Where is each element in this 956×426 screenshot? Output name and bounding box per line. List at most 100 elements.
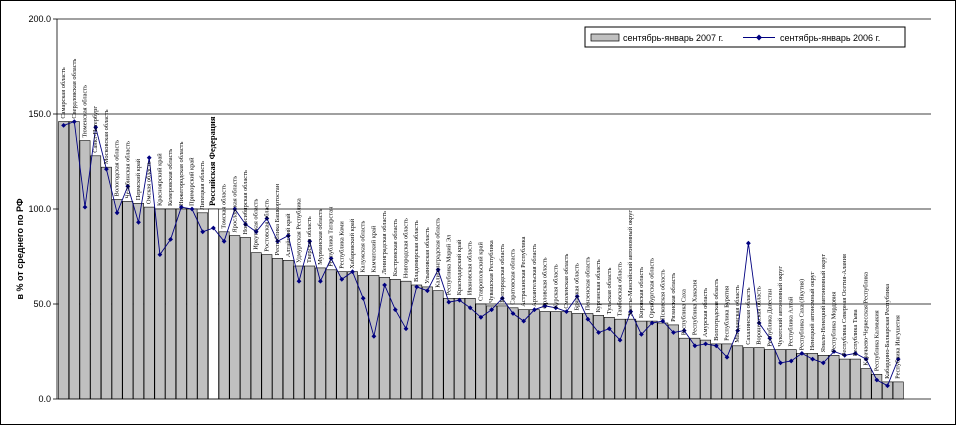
point-2006-1 (61, 123, 66, 128)
category-label-3: Тюменская область (82, 85, 89, 138)
bar-68 (775, 349, 786, 400)
point-2006-23 (296, 278, 302, 284)
bar-17 (229, 235, 241, 400)
category-label-57: Псковская область (659, 269, 666, 320)
bar-19 (250, 252, 262, 400)
category-label-76: Карачаево-Черкесская Республика (863, 272, 870, 366)
point-2006-5 (104, 166, 109, 172)
point-2006-76 (863, 356, 869, 362)
category-label-19: Иркутская область (253, 199, 260, 250)
bar-32 (389, 278, 401, 400)
point-2006-14 (200, 229, 206, 235)
y-tick-label-1: 50.0 (33, 299, 51, 309)
category-label-49: Брянская область (574, 263, 581, 310)
category-label-13: Приморский край (189, 157, 196, 206)
bar-70 (796, 353, 808, 400)
category-label-23: Удмуртская Республика (296, 198, 303, 263)
point-2006-15 (211, 225, 216, 231)
bar-66 (753, 347, 765, 400)
bar-73 (828, 354, 840, 400)
point-2006-31 (382, 282, 387, 288)
category-label-15: Российская Федерация (207, 116, 217, 206)
point-2006-66 (756, 320, 762, 326)
bar-22 (282, 259, 294, 400)
category-label-61: Амурская область (702, 288, 709, 337)
bar-50 (582, 313, 594, 400)
category-label-69: Республика Алтай (788, 296, 795, 346)
point-2006-59 (681, 328, 687, 333)
point-2006-27 (339, 276, 345, 282)
point-2006-77 (874, 377, 880, 383)
point-2006-30 (371, 333, 377, 339)
bar-74 (839, 358, 851, 400)
category-label-4: Санкт-Петербург (92, 106, 99, 153)
bar-36 (432, 290, 444, 400)
category-label-31: Ленинградская область (381, 211, 388, 274)
category-label-45: Архангельская область (531, 244, 538, 307)
bar-29 (357, 275, 369, 400)
bar-18 (240, 237, 251, 400)
point-2006-9 (146, 155, 152, 161)
bar-5 (101, 166, 112, 400)
bar-23 (293, 265, 305, 400)
bar-12 (175, 208, 187, 400)
bar-56 (646, 320, 658, 400)
y-axis-title: в % от среднего по РФ (15, 198, 25, 299)
bar-54 (625, 318, 637, 400)
point-2006-33 (403, 326, 409, 332)
category-label-63: Республика Бурятия (724, 286, 731, 341)
bar-8 (133, 203, 144, 400)
point-2006-49 (574, 294, 580, 299)
category-label-38: Краснодарский край (456, 239, 463, 295)
category-label-62: Волгоградская область (713, 279, 720, 341)
point-2006-18 (243, 221, 248, 227)
category-label-52: Тульская область (606, 268, 613, 315)
bar-2 (68, 121, 80, 400)
bar-7 (122, 201, 134, 400)
point-2006-69 (788, 358, 794, 364)
bar-43 (507, 307, 519, 400)
point-2006-41 (489, 307, 494, 313)
point-2006-56 (649, 320, 655, 326)
bar-49 (571, 313, 583, 400)
category-label-47: Курская область (552, 264, 559, 308)
bar-69 (785, 349, 797, 400)
bar-21 (272, 258, 283, 400)
category-label-56: Оренбургская область (649, 258, 656, 318)
bar-1 (58, 121, 69, 400)
bar-37 (443, 297, 455, 400)
point-2006-28 (350, 269, 355, 275)
bar-42 (496, 305, 508, 400)
category-label-8: Пермский край (135, 158, 142, 200)
point-2006-8 (136, 219, 141, 225)
bar-45 (528, 309, 540, 400)
point-2006-63 (724, 354, 730, 360)
bar-58 (668, 324, 679, 400)
category-label-32: Костромская область (392, 219, 399, 276)
point-2006-40 (478, 314, 484, 320)
point-2006-60 (692, 343, 698, 349)
bar-41 (486, 305, 497, 400)
bar-46 (539, 311, 551, 400)
category-label-75: Республика Тыва (852, 309, 859, 356)
category-label-50: Пензенская область (584, 257, 591, 311)
point-2006-4 (93, 124, 99, 130)
category-label-64: Магаданская область (734, 285, 741, 343)
point-2006-42 (499, 295, 505, 301)
bar-14 (197, 212, 209, 400)
category-label-6: Вологодская область (114, 140, 121, 197)
point-2006-70 (799, 351, 805, 356)
point-2006-2 (71, 119, 77, 124)
category-label-79: Республика Ингушетия (895, 315, 902, 379)
category-label-11: Кемеровская область (167, 149, 174, 206)
category-label-16: Томская область (221, 184, 228, 229)
category-label-5: Московская область (103, 109, 110, 164)
category-label-59: Республика Саха (681, 289, 688, 335)
point-2006-57 (660, 318, 666, 324)
point-2006-17 (232, 206, 238, 212)
point-2006-24 (307, 238, 313, 244)
point-2006-20 (264, 216, 270, 221)
category-label-74: Республика Северная Осетия-Алания (841, 254, 848, 356)
category-label-10: Красноярский край (156, 153, 163, 206)
category-label-28: Хабаровский край (349, 218, 356, 268)
